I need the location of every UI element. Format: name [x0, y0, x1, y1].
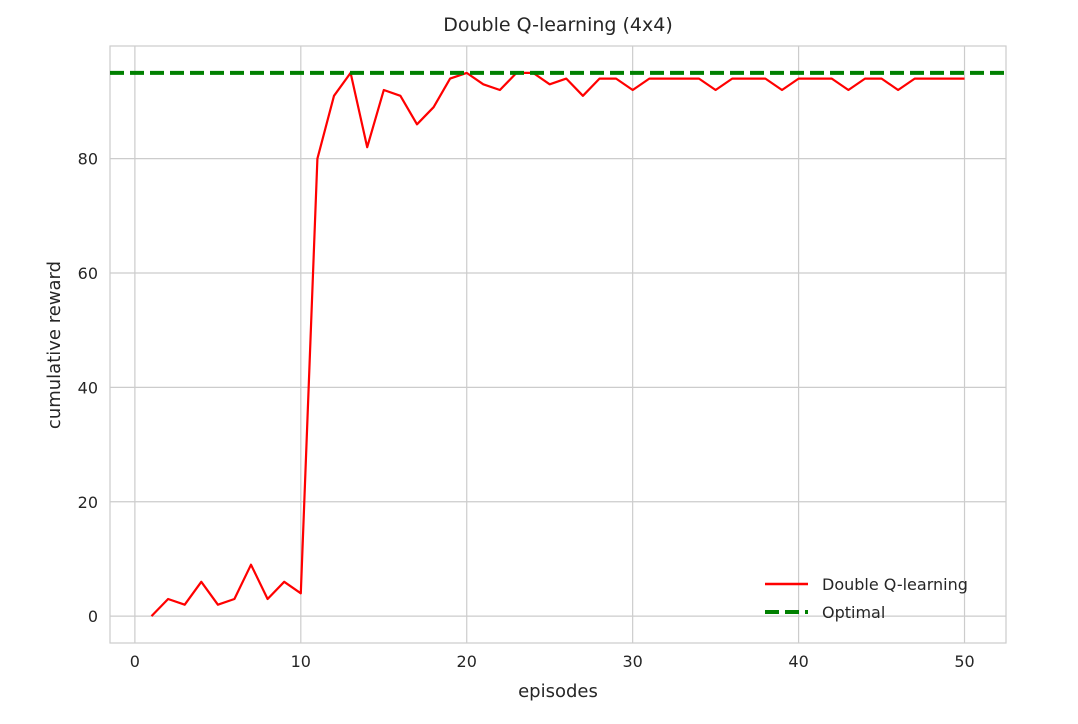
series-layer [110, 70, 1006, 617]
x-tick-label: 20 [457, 652, 477, 671]
y-tick-label: 60 [78, 264, 98, 283]
x-tick-label: 50 [954, 652, 974, 671]
y-axis-ticks: 0 20 40 60 80 [78, 150, 98, 626]
x-tick-label: 30 [622, 652, 642, 671]
series-line-double-q-learning [150, 71, 965, 617]
grid [110, 46, 1006, 643]
x-tick-label: 10 [291, 652, 311, 671]
x-axis-label: episodes [518, 681, 598, 702]
y-tick-label: 20 [78, 493, 98, 512]
x-tick-label: 0 [130, 652, 140, 671]
legend-label-optimal: Optimal [822, 603, 885, 622]
legend: Double Q-learning Optimal [765, 575, 968, 622]
y-tick-label: 80 [78, 150, 98, 169]
x-tick-label: 40 [788, 652, 808, 671]
plot-background [109, 45, 1007, 644]
y-tick-label: 0 [88, 607, 98, 626]
y-axis-label: cumulative reward [44, 261, 65, 429]
plot-area [109, 45, 1007, 644]
chart-title: Double Q-learning (4x4) [443, 14, 673, 36]
legend-label-double-q-learning: Double Q-learning [822, 575, 968, 594]
x-axis-ticks: 0 10 20 30 40 50 [130, 652, 975, 671]
y-tick-label: 40 [78, 378, 98, 397]
